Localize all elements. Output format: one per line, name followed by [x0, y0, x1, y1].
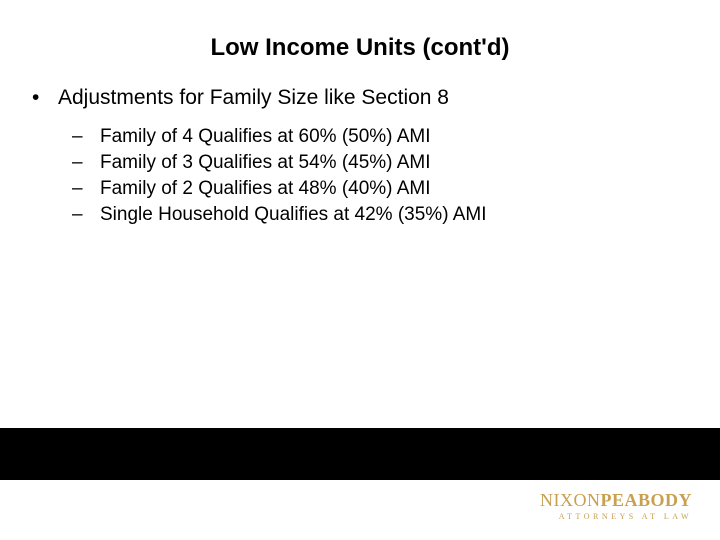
sub-bullet-text: Family of 4 Qualifies at 60% (50%) AMI: [100, 124, 431, 149]
bullet-level1: • Adjustments for Family Size like Secti…: [32, 86, 487, 110]
sub-bullet-item: –Single Household Qualifies at 42% (35%)…: [72, 202, 487, 227]
footer-logo: NIXONPEABODY ATTORNEYS AT LAW: [540, 490, 692, 521]
logo-main-light: NIXON: [540, 490, 601, 510]
footer-bar: [0, 428, 720, 480]
slide-content: • Adjustments for Family Size like Secti…: [32, 86, 487, 228]
slide: Low Income Units (cont'd) • Adjustments …: [0, 0, 720, 540]
sub-bullet-list: –Family of 4 Qualifies at 60% (50%) AMI–…: [72, 124, 487, 227]
sub-bullet-text: Family of 2 Qualifies at 48% (40%) AMI: [100, 176, 431, 201]
slide-title: Low Income Units (cont'd): [0, 34, 720, 62]
sub-bullet-text: Single Household Qualifies at 42% (35%) …: [100, 202, 487, 227]
dash-glyph: –: [72, 202, 100, 227]
sub-bullet-text: Family of 3 Qualifies at 54% (45%) AMI: [100, 150, 431, 175]
sub-bullet-item: –Family of 4 Qualifies at 60% (50%) AMI: [72, 124, 487, 149]
bullet-glyph: •: [32, 86, 58, 110]
logo-sub: ATTORNEYS AT LAW: [540, 512, 692, 521]
logo-main: NIXONPEABODY: [540, 490, 692, 511]
sub-bullet-item: –Family of 3 Qualifies at 54% (45%) AMI: [72, 150, 487, 175]
dash-glyph: –: [72, 176, 100, 201]
sub-bullet-item: –Family of 2 Qualifies at 48% (40%) AMI: [72, 176, 487, 201]
dash-glyph: –: [72, 150, 100, 175]
logo-main-bold: PEABODY: [600, 490, 692, 510]
bullet-level1-text: Adjustments for Family Size like Section…: [58, 86, 449, 110]
dash-glyph: –: [72, 124, 100, 149]
